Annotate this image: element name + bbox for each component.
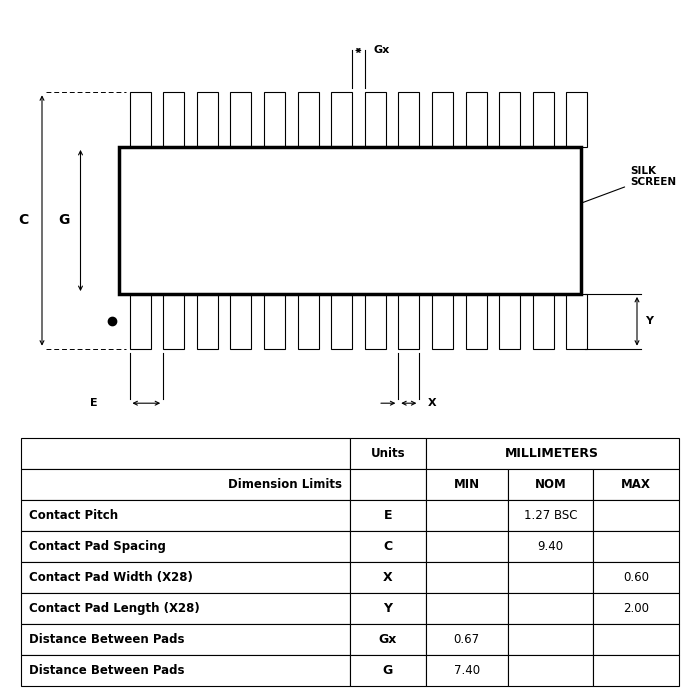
Bar xyxy=(426,468,508,500)
Bar xyxy=(533,294,554,349)
Bar xyxy=(398,294,419,349)
Text: X: X xyxy=(383,570,393,584)
Bar xyxy=(499,92,520,147)
Bar xyxy=(350,500,426,531)
Bar xyxy=(298,294,318,349)
Bar xyxy=(331,92,352,147)
Text: MAX: MAX xyxy=(622,477,651,491)
Bar xyxy=(508,655,594,686)
Bar xyxy=(398,92,419,147)
Text: SILK
SCREEN: SILK SCREEN xyxy=(578,166,676,205)
Bar xyxy=(21,438,350,468)
Bar xyxy=(426,531,508,561)
Text: Contact Pitch: Contact Pitch xyxy=(29,509,118,522)
Bar xyxy=(499,294,520,349)
Bar xyxy=(21,655,350,686)
Bar xyxy=(365,294,386,349)
Bar xyxy=(432,92,453,147)
Text: E: E xyxy=(384,509,392,522)
Bar xyxy=(130,294,150,349)
Bar xyxy=(163,294,184,349)
Bar xyxy=(163,92,184,147)
Bar xyxy=(350,438,426,468)
Bar xyxy=(21,561,350,593)
Text: Contact Pad Spacing: Contact Pad Spacing xyxy=(29,540,166,553)
Text: Y: Y xyxy=(645,316,653,326)
Text: C: C xyxy=(384,540,393,553)
Bar xyxy=(365,92,386,147)
Bar xyxy=(21,531,350,561)
Text: C: C xyxy=(18,214,28,228)
Bar xyxy=(21,593,350,624)
Bar xyxy=(350,624,426,655)
Text: Contact Pad Length (X28): Contact Pad Length (X28) xyxy=(29,602,200,615)
Text: 0.60: 0.60 xyxy=(623,570,649,584)
Bar xyxy=(350,531,426,561)
Bar xyxy=(331,294,352,349)
Bar xyxy=(426,438,679,468)
Bar xyxy=(298,92,318,147)
Bar xyxy=(426,655,508,686)
Bar xyxy=(594,561,679,593)
Text: Contact Pad Width (X28): Contact Pad Width (X28) xyxy=(29,570,192,584)
Bar xyxy=(508,468,594,500)
Bar xyxy=(508,624,594,655)
Text: Distance Between Pads: Distance Between Pads xyxy=(29,664,184,677)
Bar xyxy=(594,624,679,655)
Text: NOM: NOM xyxy=(535,477,566,491)
Bar xyxy=(119,147,581,294)
Text: G: G xyxy=(59,214,70,228)
Bar xyxy=(466,294,486,349)
Bar xyxy=(230,294,251,349)
Bar xyxy=(594,655,679,686)
Text: 7.40: 7.40 xyxy=(454,664,480,677)
Bar xyxy=(21,624,350,655)
Text: 1.27 BSC: 1.27 BSC xyxy=(524,509,578,522)
Bar xyxy=(197,294,218,349)
Text: G: G xyxy=(383,664,393,677)
Text: MILLIMETERS: MILLIMETERS xyxy=(505,447,599,459)
Text: 9.40: 9.40 xyxy=(538,540,564,553)
Bar xyxy=(594,531,679,561)
Text: Gx: Gx xyxy=(373,46,389,55)
Bar xyxy=(264,92,285,147)
Bar xyxy=(350,468,426,500)
Bar xyxy=(426,561,508,593)
Text: X: X xyxy=(428,398,436,408)
Bar xyxy=(566,294,587,349)
Bar xyxy=(230,92,251,147)
Bar xyxy=(350,593,426,624)
Bar xyxy=(197,92,218,147)
Bar xyxy=(594,468,679,500)
Bar xyxy=(21,468,350,500)
Bar xyxy=(466,92,486,147)
Bar xyxy=(21,500,350,531)
Bar xyxy=(130,92,150,147)
Bar xyxy=(566,92,587,147)
Bar xyxy=(432,294,453,349)
Bar xyxy=(264,294,285,349)
Text: 2.00: 2.00 xyxy=(623,602,649,615)
Text: Distance Between Pads: Distance Between Pads xyxy=(29,633,184,646)
Bar xyxy=(508,593,594,624)
Text: Gx: Gx xyxy=(379,633,397,646)
Text: E: E xyxy=(90,398,98,408)
Bar xyxy=(426,500,508,531)
Bar xyxy=(426,593,508,624)
Text: 0.67: 0.67 xyxy=(454,633,480,646)
Bar xyxy=(594,593,679,624)
Bar xyxy=(426,624,508,655)
Bar xyxy=(508,561,594,593)
Bar xyxy=(350,561,426,593)
Bar xyxy=(508,500,594,531)
Text: MIN: MIN xyxy=(454,477,480,491)
Bar xyxy=(594,500,679,531)
Text: Y: Y xyxy=(384,602,392,615)
Bar xyxy=(508,531,594,561)
Text: Units: Units xyxy=(370,447,405,459)
Bar xyxy=(350,655,426,686)
Text: Dimension Limits: Dimension Limits xyxy=(228,477,342,491)
Bar xyxy=(533,92,554,147)
